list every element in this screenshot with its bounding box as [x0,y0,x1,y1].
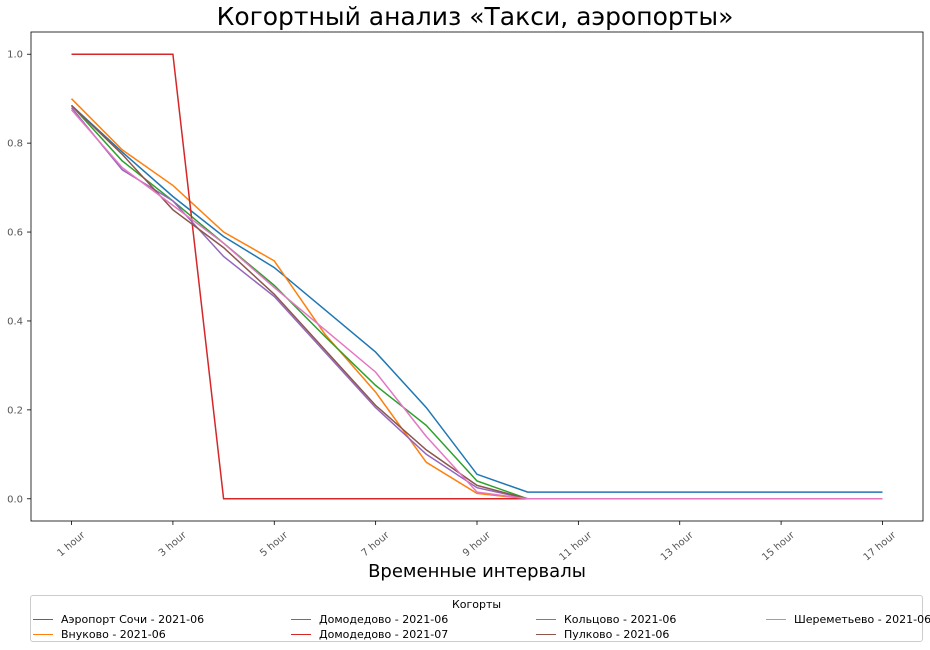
x-axis: 1 hour 3 hour 5 hour 7 hour 9 hour 11 hour 13 … [56,521,899,563]
legend-title: Когорты [451,598,502,611]
x-tick-label: 3 hour [157,529,190,559]
x-tick-label: 15 hour [760,529,797,563]
chart-title: Когортный анализ «Такси, аэропорты» [216,2,734,31]
y-tick-label: 0.6 [7,228,23,239]
legend-item: Внуково - 2021-06 [33,627,166,641]
series-line-7 [70,109,883,500]
legend-label: Кольцово - 2021-06 [564,612,677,626]
legend-item: Шереметьево - 2021-06 [766,612,930,626]
legend-swatch [291,618,311,620]
x-tick-label: 1 hour [56,529,89,559]
y-tick-label: 0.8 [7,139,23,150]
legend-item: Пулково - 2021-06 [536,627,669,641]
series-line-1 [70,104,883,493]
y-tick-label: 0.2 [7,405,23,416]
plot-frame [30,31,924,522]
series-line-2 [70,98,883,500]
legend-label: Шереметьево - 2021-06 [794,612,930,626]
legend-label: Домодедово - 2021-07 [319,627,449,641]
legend-swatch [33,633,53,635]
series-layer [70,53,883,500]
legend-label: Аэропорт Сочи - 2021-06 [61,612,205,626]
legend: Когорты Аэропорт Сочи - 2021-06 Внуково -… [30,595,930,642]
x-tick-label: 13 hour [659,529,696,563]
legend-swatch [291,633,311,635]
series-line-4 [71,53,883,500]
line-chart: 0.0 0.2 0.4 0.6 0.8 1.0 1 hour 3 hour 5 hour 7 h… [7,31,924,563]
x-axis-label: Временные интервалы [368,561,586,582]
y-tick-label: 0.4 [7,316,23,327]
legend-swatch [536,618,556,620]
legend-item: Аэропорт Сочи - 2021-06 [33,612,204,626]
series-line-3 [70,104,883,500]
x-tick-label: 5 hour [258,529,291,559]
legend-swatch [536,633,556,635]
y-tick-label: 1.0 [7,50,23,61]
legend-label: Домодедово - 2021-06 [319,612,449,626]
legend-item: Домодедово - 2021-07 [291,627,448,641]
x-tick-label: 7 hour [360,529,393,559]
legend-label: Пулково - 2021-06 [564,627,670,641]
legend-item: Кольцово - 2021-06 [536,612,676,626]
series-line-6 [70,104,883,500]
y-tick-label: 0.0 [7,494,23,505]
legend-swatch [766,618,786,620]
legend-swatch [33,618,53,620]
x-tick-label: 11 hour [557,529,594,563]
legend-label: Внуково - 2021-06 [61,627,166,641]
legend-item: Домодедово - 2021-06 [291,612,448,626]
x-tick-label: 17 hour [862,529,899,563]
y-axis: 0.0 0.2 0.4 0.6 0.8 1.0 [7,50,31,505]
series-line-5 [70,107,883,500]
x-tick-label: 9 hour [461,529,494,559]
